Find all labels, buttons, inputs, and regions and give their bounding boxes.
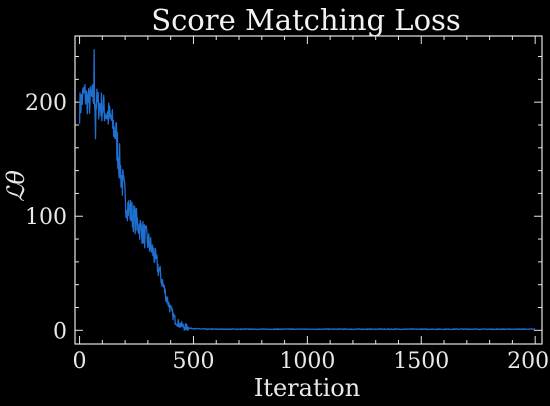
y-tick-label: 0 [53, 319, 67, 344]
chart-title: Score Matching Loss [151, 3, 461, 37]
axis-ticks [75, 36, 542, 344]
x-tick-label: 500 [172, 349, 214, 374]
plot-frame [74, 35, 543, 345]
x-tick-label: 1500 [393, 349, 449, 374]
y-axis-title: ℒθ [2, 170, 30, 202]
y-tick-label: 200 [25, 91, 67, 116]
loss-series-line [78, 49, 536, 331]
x-tick-label: 1000 [279, 349, 335, 374]
y-tick-label: 100 [25, 205, 67, 230]
x-axis-title: Iteration [254, 374, 360, 402]
x-tick-label: 0 [73, 349, 87, 374]
